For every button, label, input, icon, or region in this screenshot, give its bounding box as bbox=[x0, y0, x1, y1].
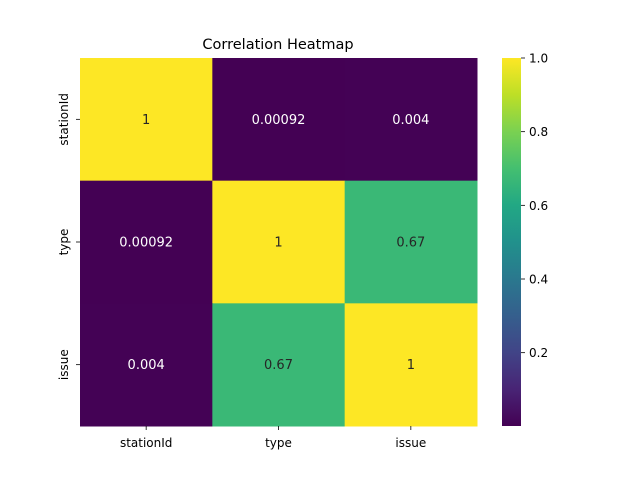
colorbar-tick-label-1.0: 1.0 bbox=[529, 52, 548, 66]
y-axis: stationId type issue bbox=[57, 93, 80, 380]
colorbar-tick-label-0.2: 0.2 bbox=[529, 346, 548, 360]
x-axis: stationId type issue bbox=[120, 426, 426, 450]
cell-value-label-issue-issue: 1 bbox=[407, 358, 415, 373]
colorbar-tick-label-0.6: 0.6 bbox=[529, 199, 548, 213]
chart-title: Correlation Heatmap bbox=[202, 37, 353, 53]
heatmap-cell-issue-issue bbox=[344, 303, 478, 427]
heatmap-cell-type-issue bbox=[344, 180, 478, 304]
cell-value-label-stationId-issue: 0.004 bbox=[392, 113, 429, 128]
cell-value-label-type-stationId: 0.00092 bbox=[119, 236, 173, 251]
x-tick-label-type: type bbox=[265, 436, 292, 450]
y-tick-label-stationId: stationId bbox=[57, 93, 71, 145]
colorbar: 0.2 0.4 0.6 0.8 1.0 bbox=[502, 52, 548, 426]
heatmap-cells bbox=[80, 58, 478, 427]
x-tick-label-stationId: stationId bbox=[120, 436, 172, 450]
colorbar-tick-label-0.4: 0.4 bbox=[529, 273, 548, 287]
y-tick-label-issue: issue bbox=[57, 349, 71, 380]
heatmap-cell-type-stationId bbox=[80, 180, 213, 304]
cell-value-label-issue-stationId: 0.004 bbox=[128, 358, 165, 373]
heatmap-cell-stationId-type bbox=[212, 58, 346, 182]
x-tick-label-issue: issue bbox=[395, 436, 426, 450]
colorbar-gradient bbox=[502, 58, 521, 426]
colorbar-tick-label-0.8: 0.8 bbox=[529, 125, 548, 139]
heatmap-value-labels: 1 0.00092 0.004 0.00092 1 0.67 0.004 0.67 1 bbox=[119, 113, 429, 373]
heatmap-cell-stationId-stationId bbox=[80, 58, 213, 182]
cell-value-label-type-type: 1 bbox=[274, 236, 282, 251]
cell-value-label-type-issue: 0.67 bbox=[396, 236, 425, 251]
cell-value-label-stationId-stationId: 1 bbox=[142, 113, 150, 128]
heatmap-cell-issue-type bbox=[212, 303, 346, 427]
heatmap-cell-stationId-issue bbox=[344, 58, 478, 182]
heatmap-cell-type-type bbox=[212, 180, 346, 304]
cell-value-label-issue-type: 0.67 bbox=[264, 358, 293, 373]
y-tick-label-type: type bbox=[57, 229, 71, 256]
cell-value-label-stationId-type: 0.00092 bbox=[252, 113, 306, 128]
heatmap-cell-issue-stationId bbox=[80, 303, 213, 427]
